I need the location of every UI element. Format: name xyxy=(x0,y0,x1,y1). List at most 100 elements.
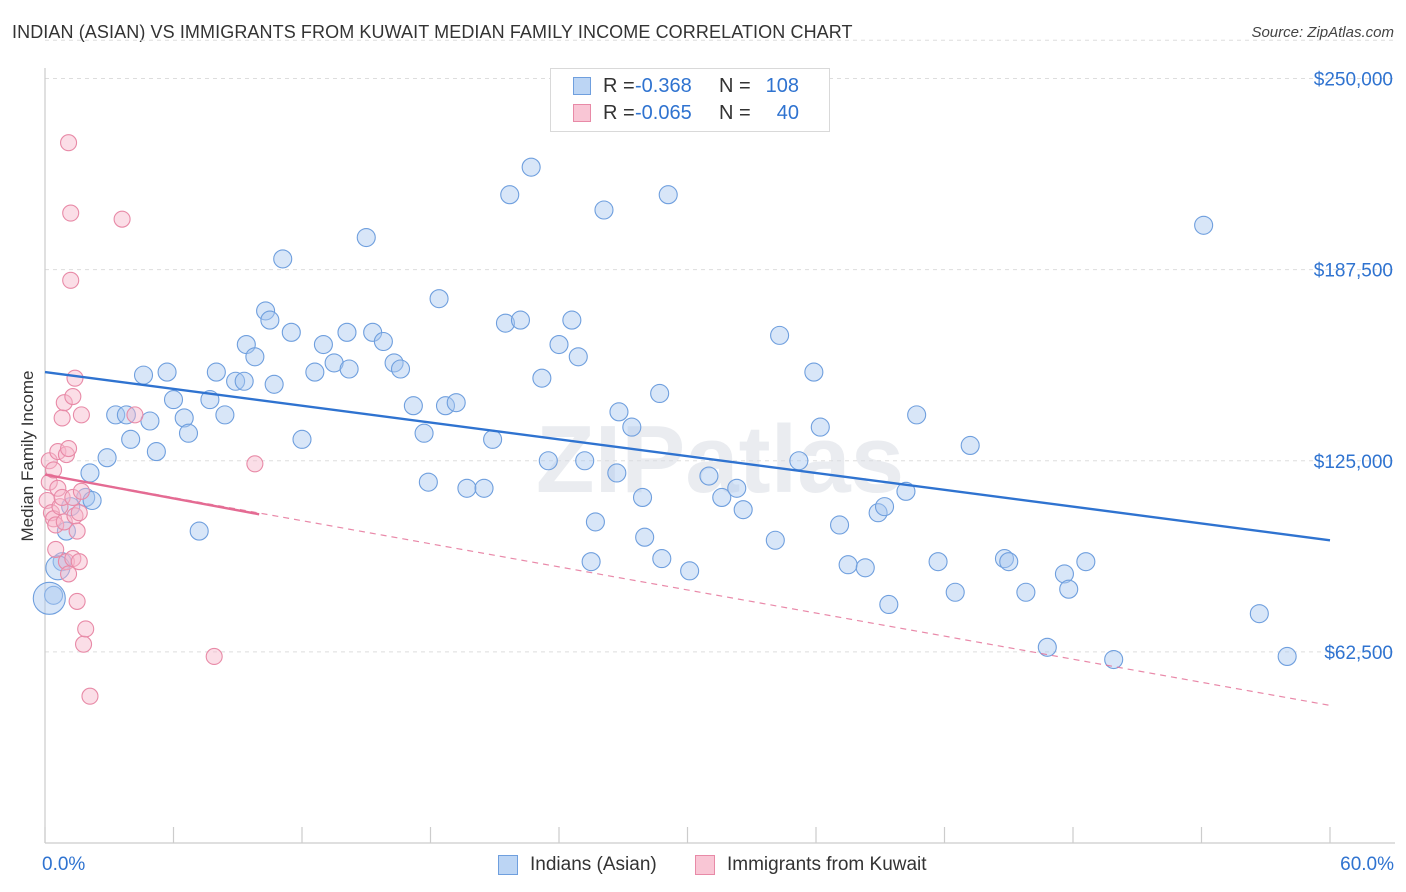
indian-asian-point xyxy=(121,429,141,449)
indian-asian-point xyxy=(999,552,1019,572)
y-axis-title: Median Family Income xyxy=(18,370,37,541)
kuwait-immigrant-point xyxy=(205,647,223,666)
kuwait-immigrant-point xyxy=(53,409,71,427)
kuwait-trend-line-extended xyxy=(44,473,1331,706)
kuwait-immigrant-point xyxy=(62,204,80,222)
indian-asian-point xyxy=(652,549,672,569)
indian-asian-point xyxy=(260,310,280,330)
kuwait-immigrant-point xyxy=(47,540,65,558)
kuwait-immigrant-point xyxy=(70,553,88,571)
indian-asian-point xyxy=(804,362,824,382)
kuwait-immigrant-point xyxy=(70,504,88,522)
indian-asian-point xyxy=(373,331,393,352)
indian-asian-point xyxy=(770,325,790,345)
bottom-legend-kuwait: Immigrants from Kuwait xyxy=(695,852,927,878)
indian-asian-point xyxy=(189,521,209,541)
indian-asian-point xyxy=(575,451,595,471)
indian-asian-point xyxy=(1016,582,1036,602)
indian-asian-point xyxy=(960,435,980,456)
indian-asian-point xyxy=(1037,637,1057,657)
indian-asian-point xyxy=(403,396,423,416)
indian-asian-point xyxy=(635,527,655,547)
kuwait-immigrant-point xyxy=(126,406,144,424)
indian-asian-point xyxy=(879,594,899,615)
indian-asian-point xyxy=(264,374,284,394)
kuwait-immigrant-point xyxy=(60,439,78,458)
legend-n-value: 40 xyxy=(776,101,799,124)
indian-asian-trend-line xyxy=(44,370,1331,542)
source-label: Source: ZipAtlas.com xyxy=(1251,24,1394,41)
legend-r-label: R = xyxy=(603,74,635,97)
indian-asian-point xyxy=(281,322,301,342)
indian-asian-point xyxy=(594,200,614,220)
indian-asian-point xyxy=(562,310,582,330)
indian-asian-point xyxy=(337,322,357,342)
indian-asian-point xyxy=(446,393,466,413)
indian-asian-point xyxy=(32,581,66,615)
indian-asian-point xyxy=(80,463,100,483)
legend-row-indians: R = -0.368 N = 108 xyxy=(573,74,799,98)
indian-asian-point xyxy=(650,383,670,404)
indian-asian-point xyxy=(855,558,875,578)
bottom-legend-swatch-blue xyxy=(498,855,518,875)
indian-asian-point xyxy=(495,313,516,333)
indian-asian-point xyxy=(632,487,653,507)
kuwait-immigrant-point xyxy=(62,271,80,289)
indian-asian-point xyxy=(106,405,126,425)
indian-asian-point xyxy=(418,472,438,492)
y-tick-label: $125,000 xyxy=(1314,452,1393,473)
legend-n-value: 108 xyxy=(765,74,799,97)
chart-title: INDIAN (ASIAN) VS IMMIGRANTS FROM KUWAIT… xyxy=(12,22,853,42)
y-tick-label: $62,500 xyxy=(1324,643,1393,664)
indian-asian-point xyxy=(568,347,588,367)
kuwait-immigrant-point xyxy=(40,452,58,470)
x-tick-label: 60.0% xyxy=(1340,854,1394,875)
indian-asian-point xyxy=(1194,215,1214,235)
bottom-legend-swatch-pink xyxy=(695,855,715,875)
kuwait-immigrant-point xyxy=(72,406,90,424)
indian-asian-point xyxy=(838,555,858,575)
indian-asian-point xyxy=(273,249,293,269)
indian-asian-point xyxy=(699,466,719,486)
bottom-legend-label: Indians (Asian) xyxy=(530,854,657,875)
indian-asian-point xyxy=(712,487,732,507)
indian-asian-point xyxy=(1076,552,1096,572)
indian-asian-point xyxy=(727,478,747,498)
indian-asian-point xyxy=(658,185,678,205)
trend-lines xyxy=(44,370,1331,706)
indian-asian-point xyxy=(549,334,569,355)
indian-asian-point xyxy=(483,429,503,449)
indian-asian-point xyxy=(733,500,753,520)
indian-asian-point xyxy=(116,405,136,425)
y-tick-label: $250,000 xyxy=(1314,70,1393,91)
indian-asian-point xyxy=(356,227,376,248)
indian-asian-point xyxy=(174,408,194,428)
kuwait-immigrant-point xyxy=(55,394,73,412)
indian-asian-point xyxy=(1249,604,1269,624)
indian-asian-point xyxy=(97,448,117,468)
indian-asian-point xyxy=(609,402,629,422)
axis-labels: $62,500 $125,000 $187,500 $250,000 0.0% 60.0%… xyxy=(18,70,1394,876)
kuwait-immigrant-point xyxy=(64,488,82,506)
indian-asian-point xyxy=(292,429,312,449)
indian-asian-point xyxy=(538,451,558,471)
kuwait-immigrant-point xyxy=(246,455,264,473)
indian-asian-point xyxy=(945,582,965,602)
kuwait-immigrant-point xyxy=(77,620,95,638)
y-tick-label: $187,500 xyxy=(1314,261,1393,282)
kuwait-immigrant-point xyxy=(68,522,86,540)
indian-asian-point xyxy=(532,368,552,388)
indian-asian-point xyxy=(500,185,520,205)
data-points xyxy=(32,134,1297,705)
legend-r-value: -0.065 xyxy=(635,101,692,124)
kuwait-immigrant-point xyxy=(72,482,90,500)
indian-asian-point xyxy=(457,478,477,498)
legend-n-label: N = xyxy=(719,101,751,124)
indian-asian-point xyxy=(874,497,895,517)
indian-asian-point xyxy=(789,451,809,471)
x-tick-label: 0.0% xyxy=(42,854,85,875)
legend-swatch-pink xyxy=(573,104,591,122)
indian-asian-point xyxy=(1104,649,1124,670)
indian-asian-point xyxy=(133,365,154,385)
indian-asian-point xyxy=(215,405,235,425)
